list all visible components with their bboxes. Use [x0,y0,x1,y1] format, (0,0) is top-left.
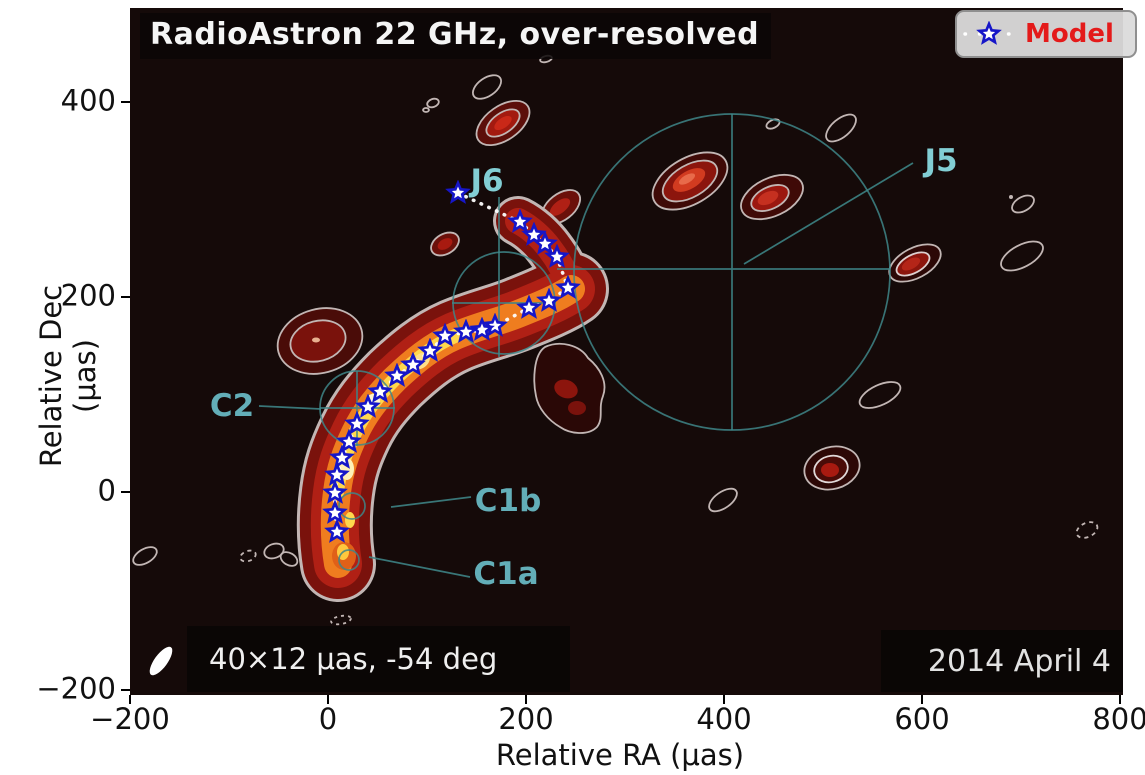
legend: Model [955,10,1137,58]
component-label-c1b: C1b [474,483,542,519]
plot-title-box: RadioAstron 22 GHz, over-resolved [140,13,772,59]
legend-star-icon [978,22,1000,44]
date-annotation-box: 2014 April 4 [881,630,1123,692]
legend-model-label: Model [1025,19,1114,49]
model-component-lines [258,114,914,578]
x-tick-label: 800 [1092,702,1145,736]
x-tick-label: 200 [498,702,554,736]
model-circle-c1a [338,549,360,571]
x-tick-label: 400 [696,702,752,736]
legend-model-marker [963,22,1015,44]
date-annotation: 2014 April 4 [927,643,1111,679]
component-label-c2: C2 [209,388,255,424]
beam-annotation: 40×12 μas, -54 deg [209,642,498,676]
x-tick-label: −200 [90,702,170,736]
x-tick-label: 0 [318,702,338,736]
x-axis-label: Relative RA (μas) [495,738,745,772]
model-circle-c1b [338,492,366,520]
component-label-j5: J5 [924,143,958,179]
y-tick-label: 0 [97,473,116,508]
y-tick-label: −200 [36,671,116,706]
model-circle-j6 [452,251,556,355]
plot-title: RadioAstron 22 GHz, over-resolved [150,17,760,52]
component-label-j6: J6 [470,163,504,199]
model-component-circles [319,113,891,571]
beam-ellipse-icon [149,646,173,676]
model-circle-j5 [573,113,891,431]
y-tick-label: 200 [60,278,116,313]
contour-blobs [132,54,1099,626]
x-tick-label: 600 [894,702,950,736]
y-tick-label: 400 [60,83,116,118]
component-label-c1a: C1a [473,556,539,592]
axis-tick-marks [121,101,1121,704]
model-circle-c2 [319,370,395,446]
y-axis-label: Relative Dec (μas) [34,284,102,468]
beam-annotation-box: 40×12 μas, -54 deg [187,626,570,692]
